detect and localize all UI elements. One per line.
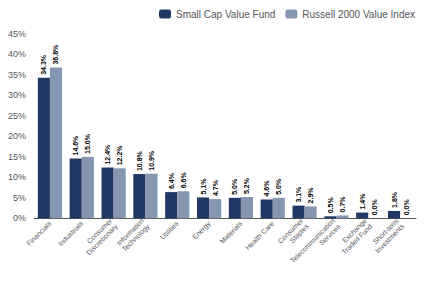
svg-text:35%: 35% [8, 70, 26, 80]
svg-text:Russell 2000 Value Index: Russell 2000 Value Index [302, 9, 415, 20]
svg-text:0%: 0% [13, 213, 26, 223]
svg-text:Exchange: Exchange [341, 217, 368, 244]
svg-text:0.0%: 0.0% [371, 199, 378, 216]
svg-text:12.4%: 12.4% [104, 144, 111, 165]
svg-text:15%: 15% [8, 152, 26, 162]
svg-text:6.4%: 6.4% [168, 172, 175, 189]
svg-text:3.1%: 3.1% [295, 186, 302, 203]
svg-text:Energy: Energy [191, 219, 213, 241]
svg-text:5.0%: 5.0% [275, 178, 282, 195]
svg-text:Discretionary: Discretionary [85, 222, 120, 257]
svg-text:Materials: Materials [218, 219, 243, 244]
svg-text:14.6%: 14.6% [72, 135, 79, 156]
svg-text:25%: 25% [8, 111, 26, 121]
svg-text:Consumer: Consumer [85, 217, 114, 245]
svg-text:10.8%: 10.8% [136, 150, 143, 171]
svg-text:5.2%: 5.2% [243, 177, 250, 194]
svg-text:2.9%: 2.9% [307, 187, 314, 204]
svg-text:40%: 40% [8, 49, 26, 59]
svg-text:10%: 10% [8, 172, 26, 182]
svg-text:Information: Information [115, 217, 146, 247]
svg-text:34.3%: 34.3% [40, 54, 47, 75]
svg-text:0.0%: 0.0% [403, 199, 410, 216]
svg-text:5.0%: 5.0% [231, 178, 238, 195]
svg-text:0.7%: 0.7% [339, 196, 346, 213]
svg-text:0.5%: 0.5% [327, 197, 334, 214]
svg-text:30%: 30% [8, 90, 26, 100]
svg-text:4.7%: 4.7% [212, 179, 219, 196]
svg-text:20%: 20% [8, 131, 26, 141]
svg-text:Traded Fund: Traded Fund [341, 223, 374, 256]
svg-text:5.1%: 5.1% [200, 178, 207, 195]
svg-text:Technology: Technology [121, 222, 152, 253]
svg-text:4.6%: 4.6% [263, 180, 270, 197]
svg-text:36.8%: 36.8% [52, 44, 59, 65]
svg-text:1.8%: 1.8% [391, 191, 398, 208]
svg-text:Small Cap Value Fund: Small Cap Value Fund [176, 9, 275, 20]
svg-text:Investments: Investments [374, 222, 406, 254]
svg-text:12.2%: 12.2% [116, 145, 123, 166]
svg-text:15.0%: 15.0% [84, 133, 91, 154]
svg-text:Telecommunication: Telecommunication [289, 217, 336, 264]
svg-text:Utilities: Utilities [159, 219, 180, 240]
svg-text:Financials: Financials [25, 219, 53, 247]
svg-text:Health Care: Health Care [244, 220, 275, 251]
svg-text:Services: Services [318, 222, 342, 246]
svg-text:45%: 45% [8, 29, 26, 39]
svg-text:Consumer: Consumer [276, 217, 305, 245]
svg-text:Staples: Staples [288, 222, 310, 245]
svg-text:Industrials: Industrials [57, 219, 85, 247]
svg-text:1.4%: 1.4% [359, 193, 366, 210]
svg-text:10.9%: 10.9% [148, 150, 155, 171]
svg-text:Short-term: Short-term [371, 217, 400, 246]
svg-text:5%: 5% [13, 193, 26, 203]
svg-text:6.6%: 6.6% [180, 172, 187, 189]
